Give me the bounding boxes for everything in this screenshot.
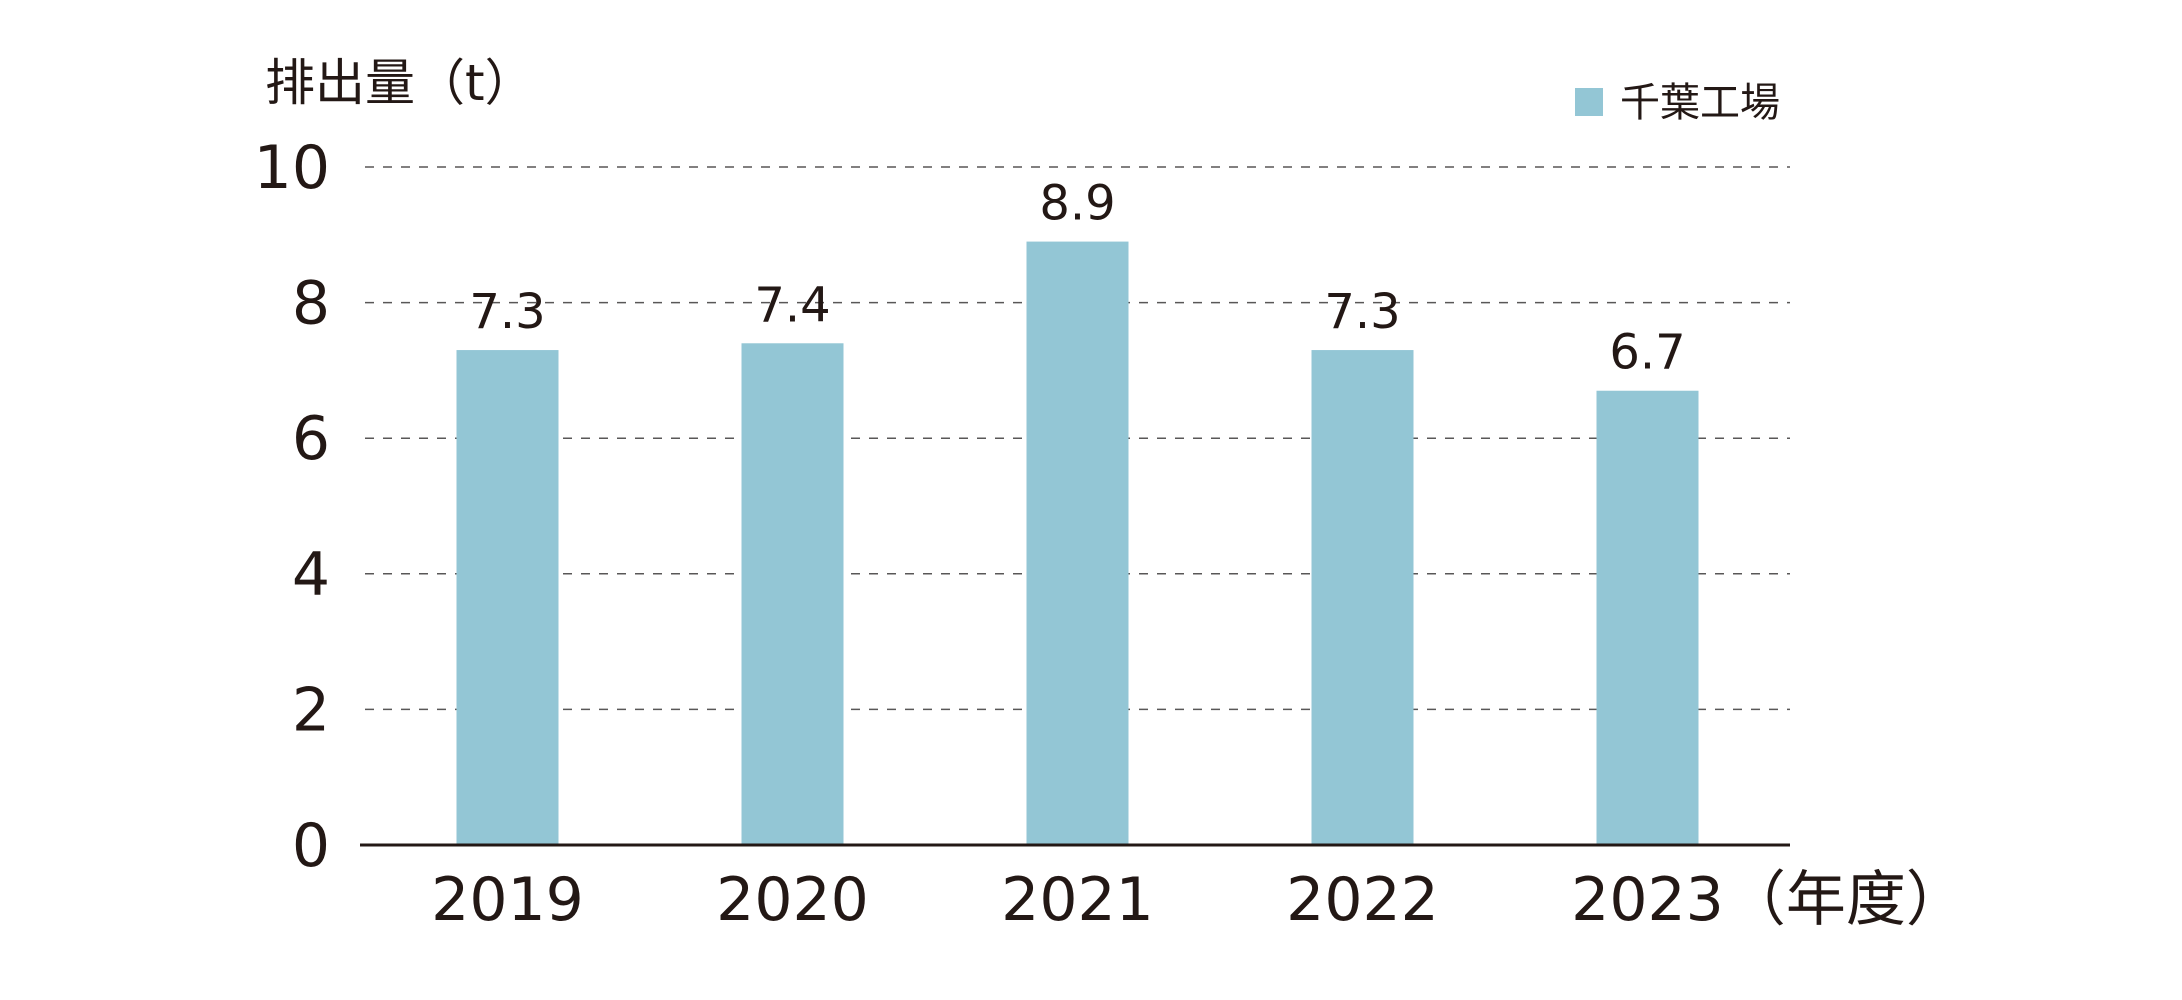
- bar: [1026, 241, 1129, 845]
- y-axis-ticks: 0 2 4 6 8 10: [254, 133, 330, 881]
- bar: [741, 343, 844, 845]
- grid-lines: [365, 166, 1790, 711]
- y-tick-label: 6: [292, 404, 330, 474]
- y-tick-label: 8: [292, 269, 330, 339]
- data-label: 6.7: [1609, 325, 1685, 381]
- data-label: 7.3: [469, 284, 545, 340]
- y-tick-label: 4: [292, 540, 330, 610]
- bar: [456, 350, 559, 845]
- y-tick-label: 0: [292, 811, 330, 881]
- data-label: 8.9: [1039, 176, 1115, 232]
- legend-swatch: [1575, 88, 1603, 116]
- x-tick-label: 2021: [1001, 865, 1154, 935]
- value-labels: 7.3 7.4 8.9 7.3 6.7: [469, 176, 1685, 381]
- x-tick-label: 2023: [1571, 865, 1724, 935]
- y-tick-label: 10: [254, 133, 330, 203]
- y-tick-label: 2: [292, 675, 330, 745]
- x-tick-label: 2020: [716, 865, 869, 935]
- bars: [456, 241, 1699, 845]
- x-axis-ticks: 2019 2020 2021 2022 2023: [431, 865, 1724, 935]
- data-label: 7.4: [754, 277, 830, 333]
- x-axis-unit-label: （年度）: [1726, 865, 1966, 935]
- x-tick-label: 2022: [1286, 865, 1439, 935]
- bar: [1596, 390, 1699, 845]
- legend: 千葉工場: [1575, 80, 1780, 126]
- data-label: 7.3: [1324, 284, 1400, 340]
- legend-label: 千葉工場: [1620, 80, 1780, 126]
- bar: [1311, 350, 1414, 845]
- x-tick-label: 2019: [431, 865, 584, 935]
- y-axis-label: 排出量（t）: [265, 54, 535, 112]
